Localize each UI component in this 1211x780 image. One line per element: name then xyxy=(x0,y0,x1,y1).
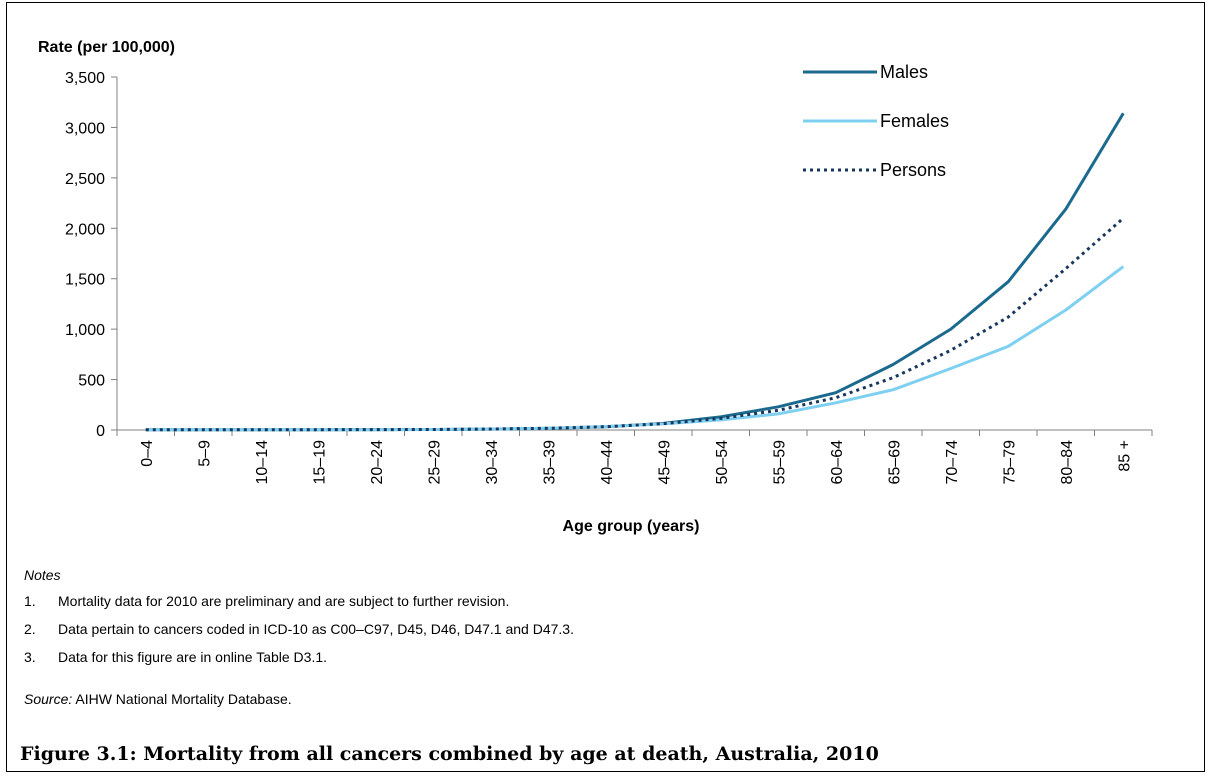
y-tick-label: 500 xyxy=(78,373,105,390)
legend-label-males: Males xyxy=(880,62,928,82)
source-line: Source: AIHW National Mortality Database… xyxy=(24,690,574,708)
source-text: AIHW National Mortality Database. xyxy=(72,691,292,707)
y-tick-label: 3,500 xyxy=(65,70,105,87)
x-tick-label: 5–9 xyxy=(196,440,213,467)
y-tick-label: 1,500 xyxy=(65,272,105,289)
x-tick-label: 60–64 xyxy=(829,440,846,485)
notes-section: Notes 1. Mortality data for 2010 are pre… xyxy=(24,566,574,708)
x-tick-label: 15–19 xyxy=(311,440,328,485)
figure-caption: Figure 3.1: Mortality from all cancers c… xyxy=(20,743,879,765)
x-tick-label: 50–54 xyxy=(714,440,731,485)
x-tick-label: 45–49 xyxy=(656,440,673,485)
x-tick-label: 30–34 xyxy=(484,440,501,485)
y-tick-label: 2,500 xyxy=(65,171,105,188)
y-tick-label: 2,000 xyxy=(65,221,105,238)
note-text: Data pertain to cancers coded in ICD-10 … xyxy=(58,621,574,637)
legend-label-persons: Persons xyxy=(880,160,946,180)
x-tick-label: 20–24 xyxy=(369,440,386,485)
x-tick-label: 80–84 xyxy=(1059,440,1076,485)
legend-label-females: Females xyxy=(880,111,949,131)
note-text: Mortality data for 2010 are preliminary … xyxy=(58,593,510,609)
x-tick-label: 25–29 xyxy=(426,440,443,485)
note-text: Data for this figure are in online Table… xyxy=(58,649,328,665)
notes-title: Notes xyxy=(24,567,61,583)
line-chart: Rate (per 100,000) Age group (years) 0 50… xyxy=(38,39,1153,535)
x-tick-label: 55–59 xyxy=(771,440,788,485)
source-label: Source: xyxy=(24,691,73,707)
y-tick-label: 0 xyxy=(96,423,105,440)
y-axis-title: Rate (per 100,000) xyxy=(38,39,175,56)
y-tick-label: 3,000 xyxy=(65,120,105,137)
series-line-females xyxy=(145,265,1125,432)
x-tick-label: 35–39 xyxy=(541,440,558,485)
x-tick-label: 75–79 xyxy=(1001,440,1018,485)
y-tick-label: 1,000 xyxy=(65,322,105,339)
series-line-males xyxy=(145,112,1125,432)
note-number: 3. xyxy=(24,649,36,665)
x-tick-label: 70–74 xyxy=(944,440,961,485)
x-tick-label: 10–14 xyxy=(254,440,271,485)
note-item: 1. Mortality data for 2010 are prelimina… xyxy=(24,592,574,610)
figure-frame xyxy=(6,2,1205,772)
x-axis-title: Age group (years) xyxy=(563,518,700,535)
note-number: 2. xyxy=(24,621,36,637)
x-tick-label: 0–4 xyxy=(139,440,156,467)
note-item: 2. Data pertain to cancers coded in ICD-… xyxy=(24,620,574,638)
x-tick-label: 65–69 xyxy=(886,440,903,485)
note-item: 3. Data for this figure are in online Ta… xyxy=(24,648,574,666)
x-tick-label: 40–44 xyxy=(599,440,616,485)
x-tick-label: 85 + xyxy=(1116,440,1133,472)
note-number: 1. xyxy=(24,593,36,609)
series-line-persons xyxy=(145,217,1125,432)
